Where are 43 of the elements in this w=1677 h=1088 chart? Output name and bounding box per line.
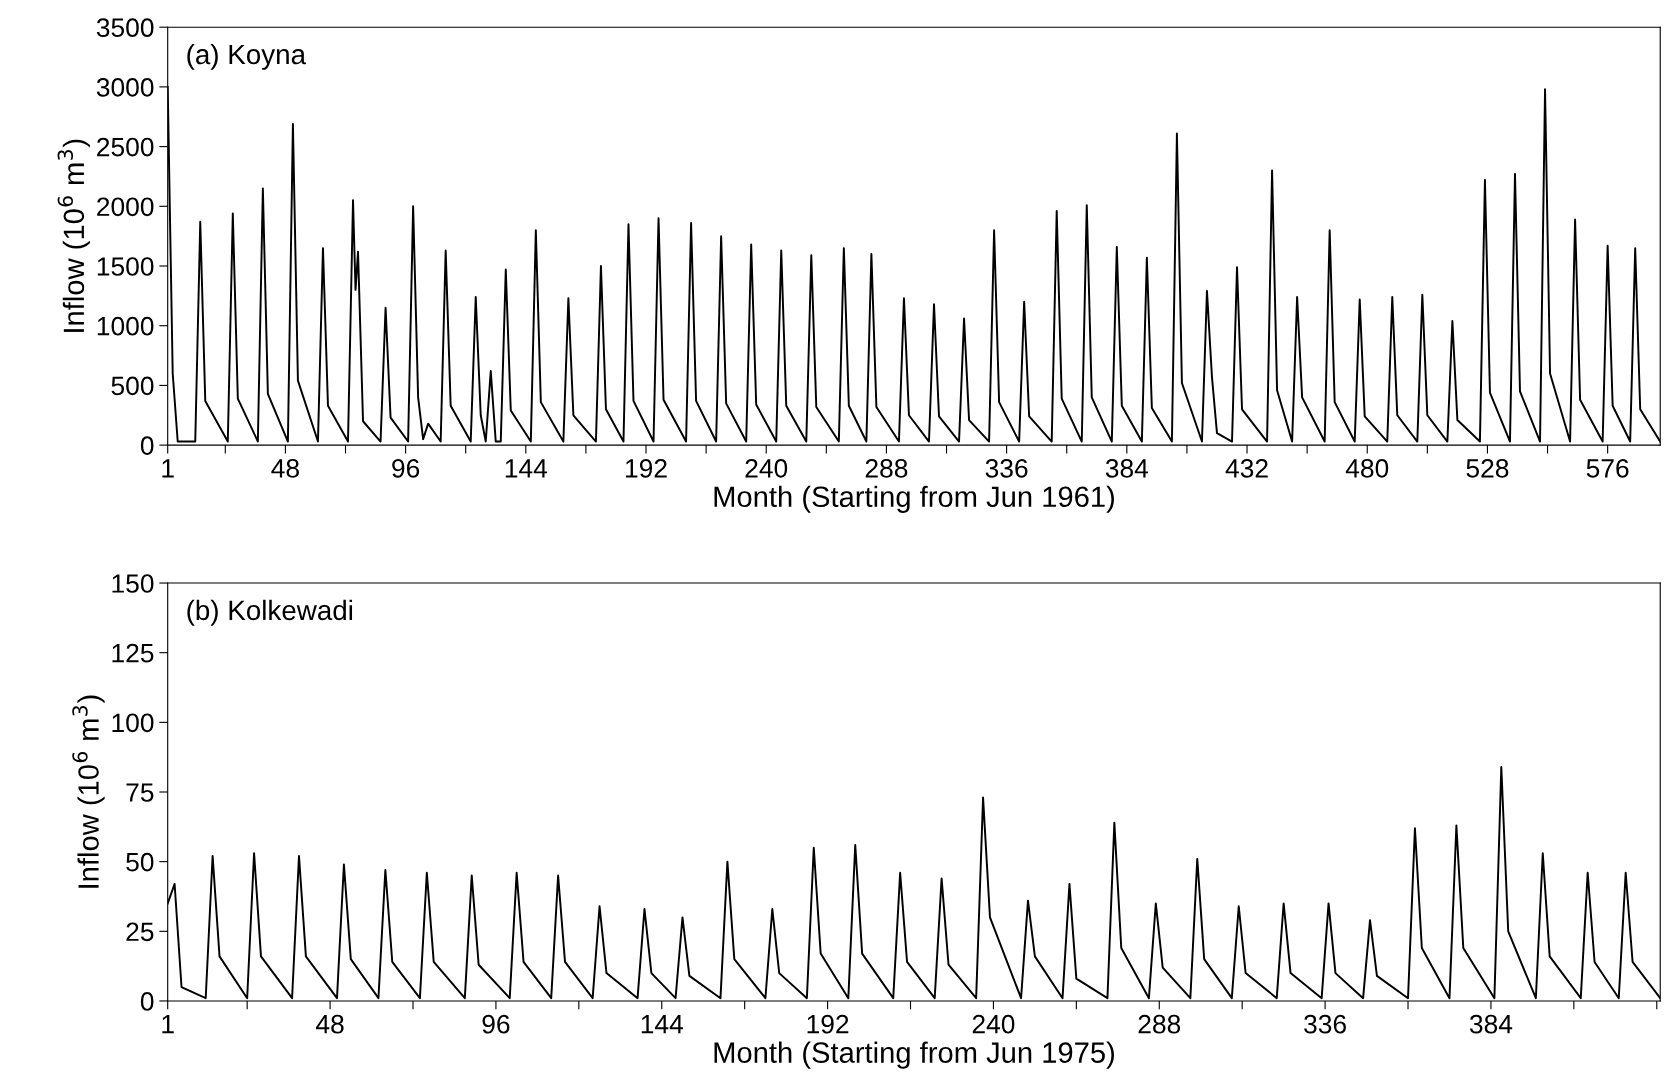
x-tick-label: 48 bbox=[271, 459, 299, 478]
x-tick-label: 192 bbox=[626, 459, 667, 478]
x-tick-label: 1 bbox=[162, 1015, 174, 1034]
y-tick-label: 500 bbox=[111, 376, 154, 396]
x-tick-label: 144 bbox=[641, 1015, 683, 1034]
y-axis-title: Inflow (10$^{6}$ m$^{3}$) bbox=[72, 695, 105, 888]
y-tick-label: 100 bbox=[112, 713, 154, 733]
y-axis-title: Inflow (10$^{6}$ m$^{3}$) bbox=[57, 139, 90, 332]
annotation: (a) Koyna bbox=[187, 43, 307, 70]
y-tick-label: 0 bbox=[140, 992, 154, 1011]
x-axis-title: Month (Starting from Jun 1961) bbox=[714, 485, 1114, 513]
x-tick-label: 336 bbox=[1304, 1014, 1346, 1034]
x-tick-label: 192 bbox=[807, 1014, 849, 1034]
x-tick-label: 432 bbox=[1225, 459, 1268, 478]
y-tick-label: 1000 bbox=[97, 316, 154, 336]
y-tick-label: 50 bbox=[126, 852, 154, 872]
y-tick-label: 25 bbox=[126, 922, 154, 942]
y-tick-label: 1500 bbox=[97, 257, 154, 276]
y-tick-label: 2500 bbox=[97, 137, 154, 157]
x-tick-label: 96 bbox=[392, 459, 420, 478]
x-tick-label: 576 bbox=[1586, 459, 1629, 478]
x-axis-title: Month (Starting from Jun 1975) bbox=[714, 1041, 1114, 1069]
y-tick-label: 125 bbox=[112, 643, 154, 663]
x-tick-label: 1 bbox=[162, 459, 174, 478]
x-tick-label: 384 bbox=[1469, 1014, 1513, 1034]
x-tick-label: 240 bbox=[745, 459, 788, 478]
y-tick-label: 150 bbox=[112, 574, 154, 593]
y-tick-label: 2000 bbox=[97, 197, 154, 217]
y-tick-label: 0 bbox=[140, 436, 154, 455]
y-tick-label: 75 bbox=[126, 783, 154, 802]
annotation: (b) Kolkewadi bbox=[187, 599, 353, 626]
x-tick-label: 288 bbox=[865, 459, 908, 478]
x-tick-label: 480 bbox=[1345, 459, 1389, 478]
x-tick-label: 144 bbox=[505, 459, 548, 478]
y-tick-label: 3000 bbox=[96, 78, 154, 97]
x-tick-label: 288 bbox=[1138, 1014, 1181, 1034]
x-tick-label: 48 bbox=[316, 1014, 344, 1034]
x-tick-label: 528 bbox=[1466, 459, 1509, 478]
x-tick-label: 240 bbox=[972, 1014, 1015, 1034]
x-tick-label: 336 bbox=[985, 459, 1028, 478]
y-tick-label: 3500 bbox=[96, 18, 154, 38]
x-tick-label: 384 bbox=[1105, 459, 1149, 478]
x-tick-label: 96 bbox=[482, 1014, 510, 1034]
